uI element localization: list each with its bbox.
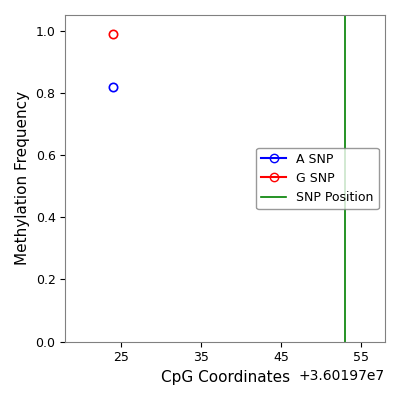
Legend: A SNP, G SNP, SNP Position: A SNP, G SNP, SNP Position <box>256 148 379 209</box>
X-axis label: CpG Coordinates: CpG Coordinates <box>160 370 290 385</box>
Y-axis label: Methylation Frequency: Methylation Frequency <box>15 91 30 266</box>
